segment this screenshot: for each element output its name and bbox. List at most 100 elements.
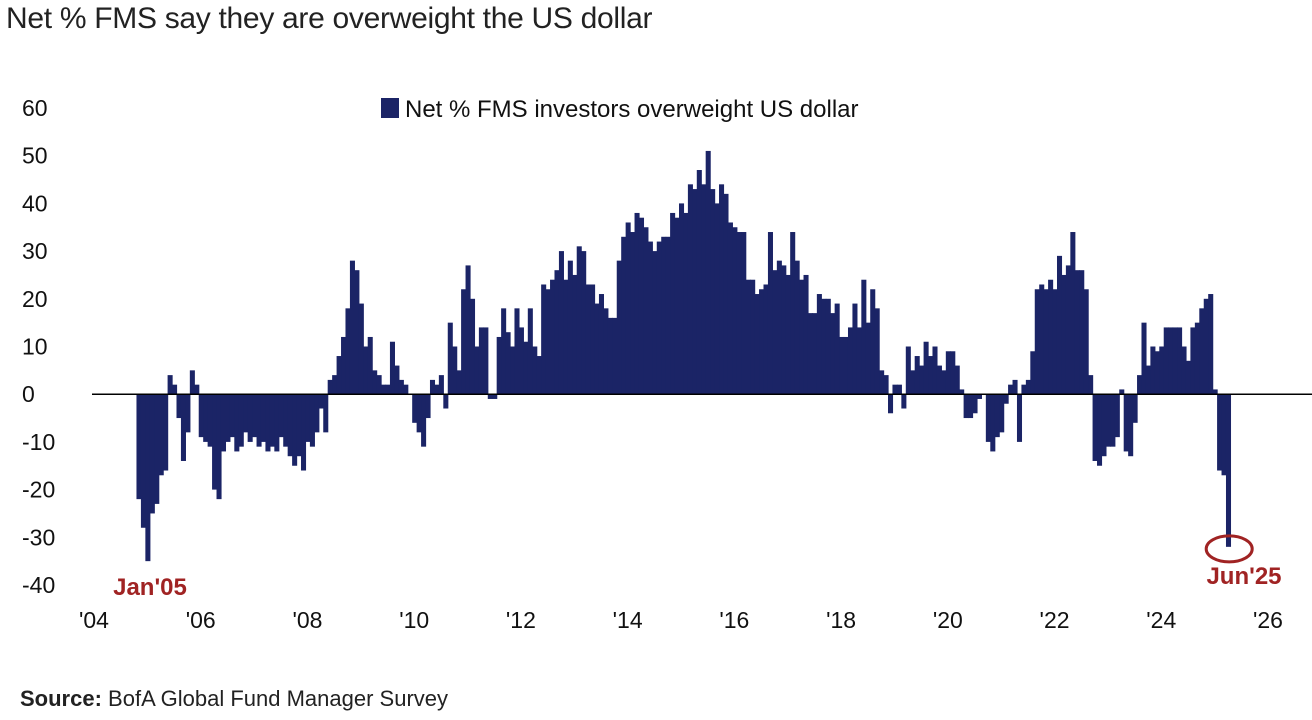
- bar: [372, 370, 378, 395]
- bar: [647, 241, 653, 395]
- bar: [861, 279, 867, 395]
- bar: [465, 265, 471, 395]
- bar: [429, 379, 436, 395]
- bar: [972, 394, 978, 414]
- bar: [1137, 375, 1143, 395]
- bar: [483, 327, 489, 395]
- bar: [1163, 327, 1169, 395]
- x-tick-label: '08: [292, 607, 322, 633]
- bar: [305, 394, 311, 442]
- bar: [1194, 322, 1200, 395]
- bar: [550, 279, 556, 395]
- bar: [478, 327, 484, 395]
- bar: [1048, 279, 1054, 395]
- bar: [590, 284, 596, 395]
- bar: [234, 394, 240, 452]
- bar: [870, 289, 876, 395]
- bar: [1079, 270, 1085, 395]
- bar: [1039, 284, 1045, 395]
- bar: [1141, 322, 1147, 395]
- bar: [438, 375, 444, 395]
- x-tick-label: '22: [1040, 607, 1070, 633]
- bar: [292, 394, 298, 466]
- bar: [581, 251, 587, 395]
- bar: [301, 394, 307, 471]
- bar: [1021, 384, 1027, 395]
- bar: [1114, 394, 1120, 438]
- bar: [656, 241, 662, 395]
- bar: [1172, 327, 1178, 395]
- bar: [469, 298, 476, 395]
- bar: [959, 389, 965, 395]
- bar: [136, 394, 142, 500]
- bar: [425, 394, 431, 419]
- bar: [830, 313, 836, 395]
- chart-title: Net % FMS say they are overweight the US…: [6, 2, 653, 35]
- bar: [510, 346, 516, 395]
- annotation-circle: [1204, 534, 1254, 564]
- bar: [1221, 394, 1227, 476]
- bar: [220, 394, 227, 452]
- bar: [865, 322, 871, 395]
- y-tick-label: -40: [22, 572, 55, 598]
- bar: [1217, 394, 1223, 471]
- bar: [785, 274, 791, 395]
- bar: [1185, 360, 1192, 395]
- bar: [461, 289, 467, 395]
- bar: [203, 394, 209, 442]
- bar: [936, 365, 942, 395]
- legend-swatch: [381, 98, 399, 118]
- bar: [1008, 384, 1014, 395]
- bar: [772, 270, 778, 395]
- bar: [674, 217, 680, 395]
- bar: [341, 336, 347, 395]
- bar: [687, 184, 693, 395]
- bar: [1225, 394, 1232, 547]
- bar: [558, 251, 564, 395]
- bar: [696, 170, 702, 395]
- bar: [625, 222, 631, 395]
- bar: [1119, 389, 1125, 395]
- bar: [799, 279, 805, 395]
- bar: [1128, 394, 1134, 457]
- bar: [389, 341, 395, 395]
- bar: [421, 394, 427, 447]
- y-tick-label: 60: [22, 95, 48, 121]
- bar: [447, 322, 453, 395]
- bar: [843, 336, 849, 395]
- annotations: Jan'05 Jun'25: [113, 534, 1282, 601]
- bar: [474, 346, 480, 395]
- bar: [283, 394, 289, 447]
- x-tick-label: '24: [1146, 607, 1176, 633]
- bar: [976, 394, 982, 399]
- bar: [554, 270, 560, 395]
- bar: [603, 308, 609, 395]
- bar: [158, 394, 164, 476]
- bar: [416, 394, 422, 433]
- x-tick-label: '10: [399, 607, 429, 633]
- bar: [1070, 232, 1076, 395]
- bar: [541, 284, 547, 395]
- y-axis: 60 50 40 30 20 10 0 -10 -20 -30 -40: [22, 95, 55, 598]
- bar: [323, 394, 329, 433]
- bar: [1012, 379, 1018, 395]
- bar: [634, 212, 640, 395]
- bar: [652, 251, 658, 395]
- bar: [1016, 394, 1023, 442]
- bar: [501, 308, 507, 395]
- bar: [750, 279, 756, 395]
- bar: [928, 356, 934, 395]
- bar: [692, 189, 698, 395]
- bar: [238, 394, 244, 447]
- bar: [741, 232, 747, 395]
- source-label: Source:: [20, 686, 102, 711]
- bar: [545, 289, 551, 395]
- bar: [1003, 394, 1009, 404]
- bar: [754, 294, 760, 395]
- y-tick-label: 30: [22, 238, 48, 264]
- bar: [252, 394, 258, 438]
- bar: [994, 394, 1000, 438]
- bar: [269, 394, 275, 447]
- bar: [532, 346, 538, 395]
- bar: [714, 203, 720, 395]
